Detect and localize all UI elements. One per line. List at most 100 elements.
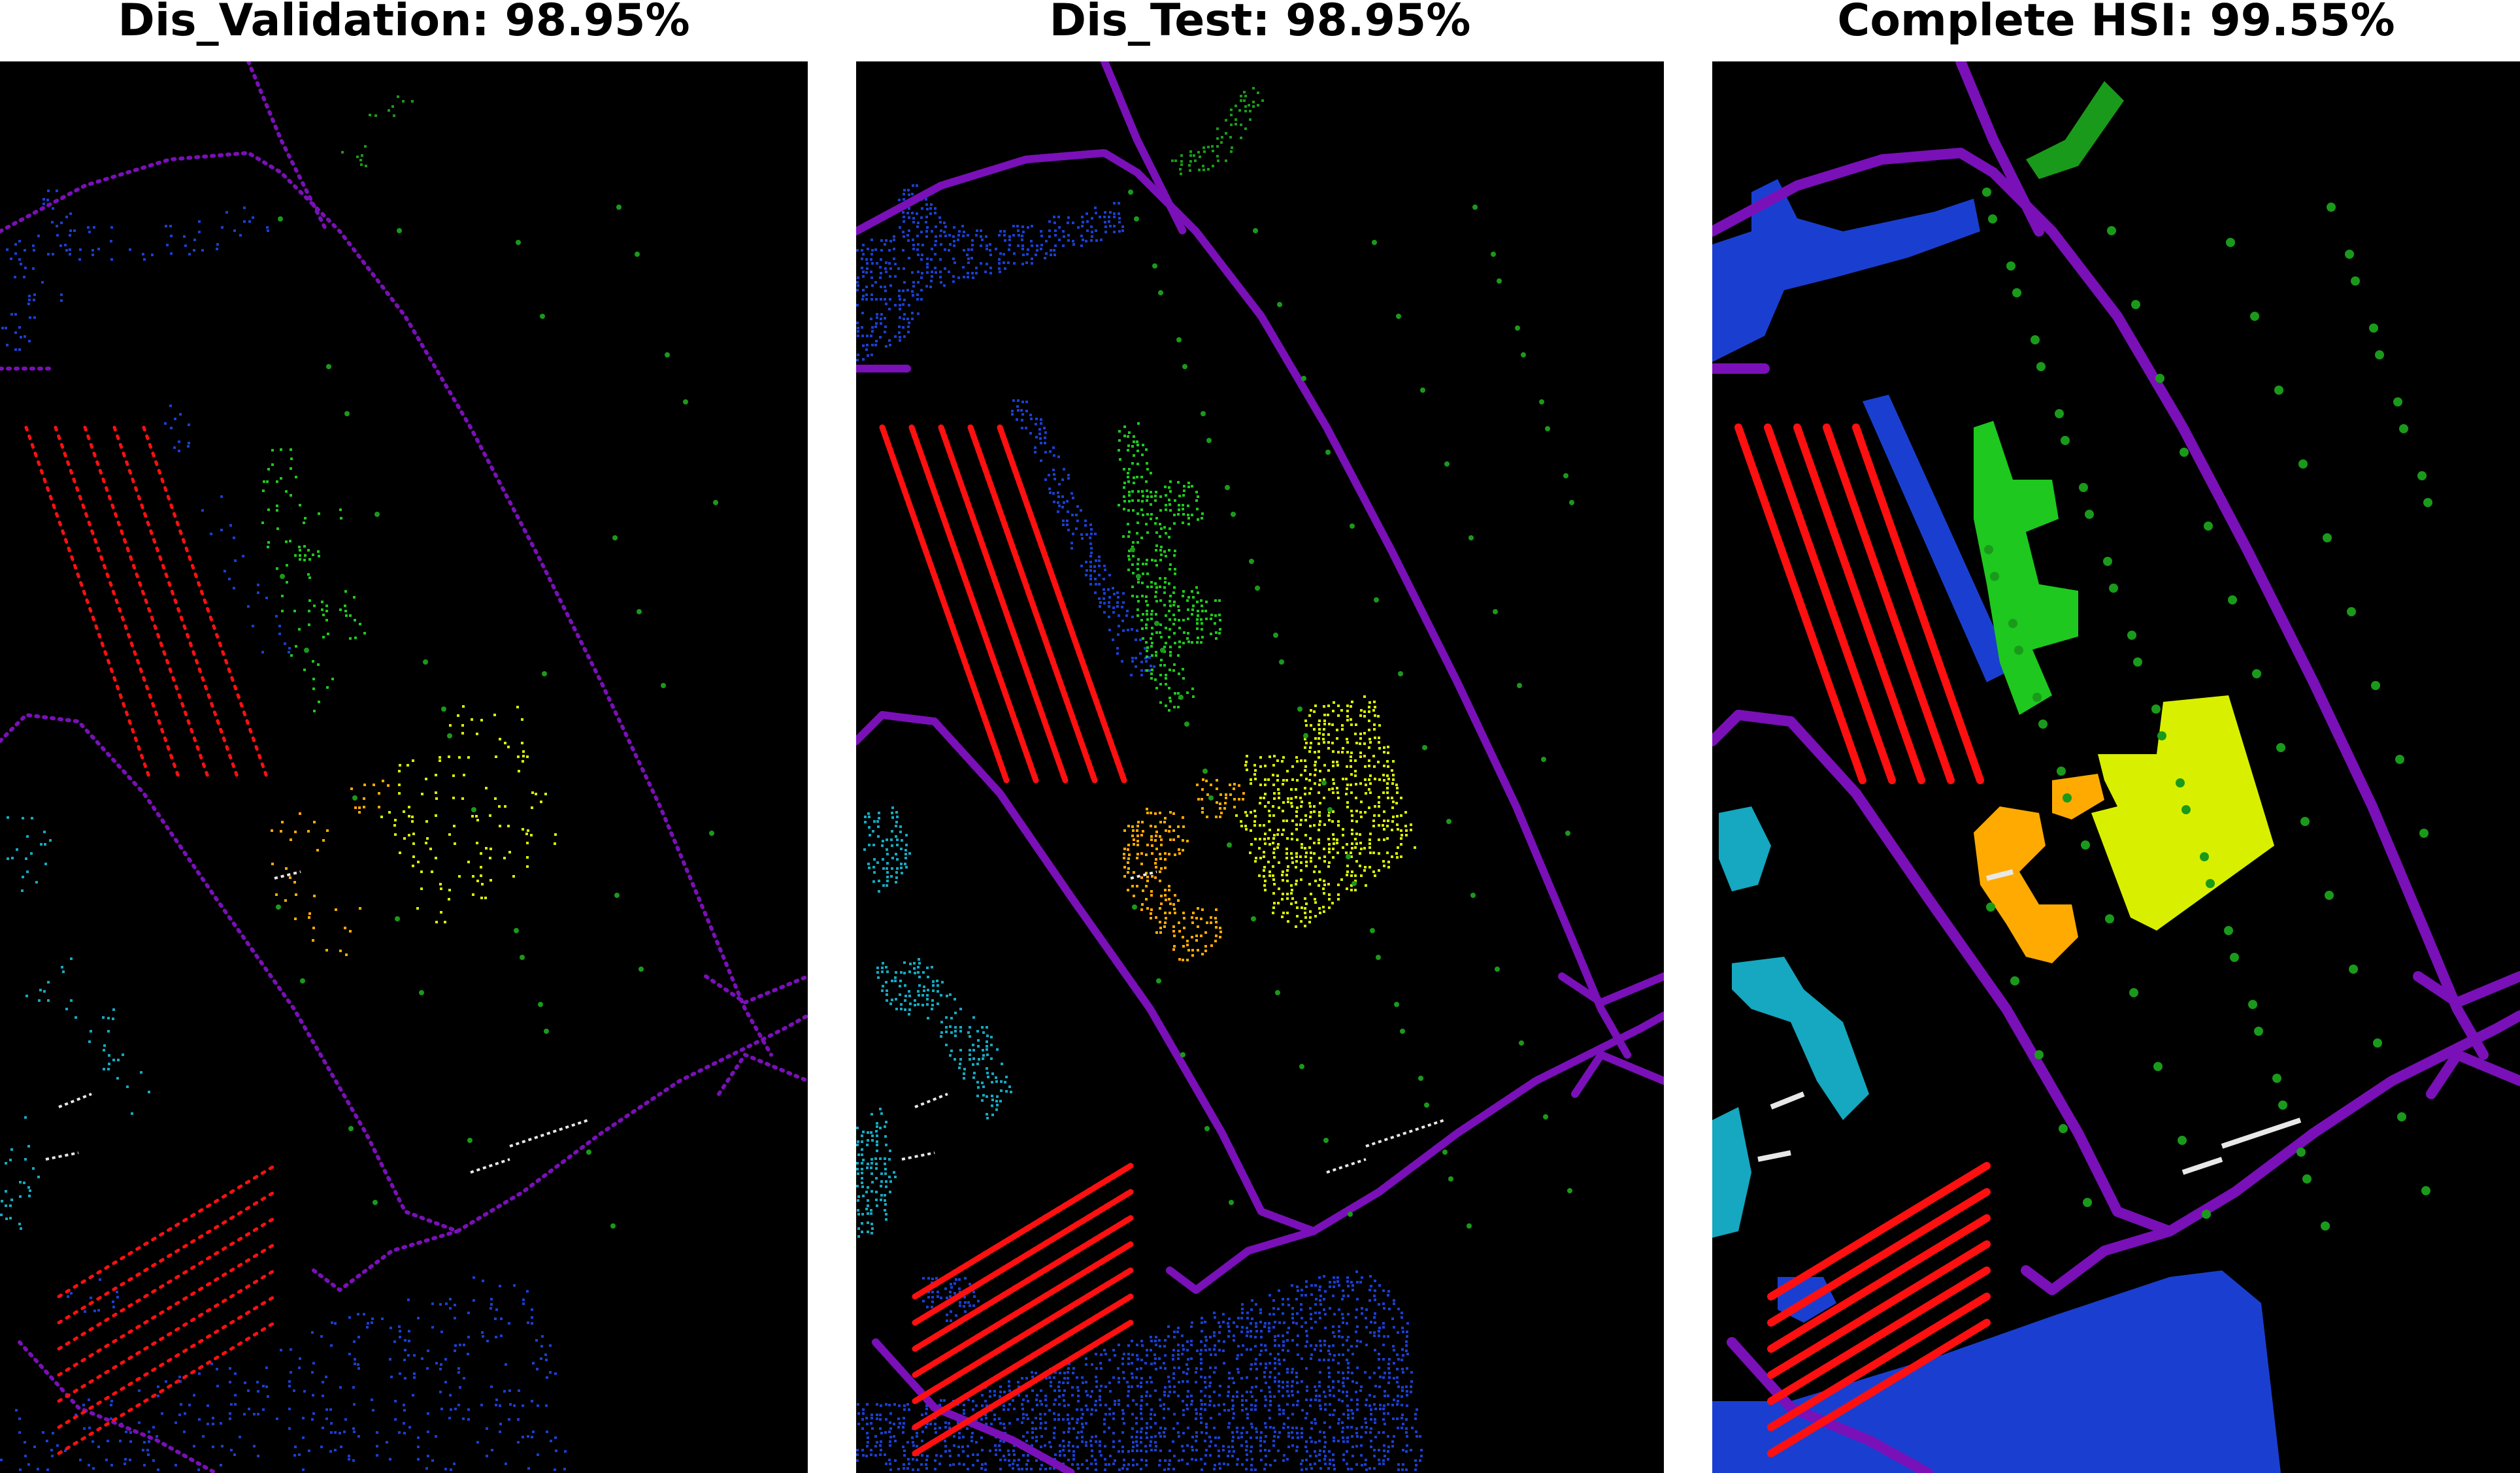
pixel (1282, 1409, 1285, 1412)
tree-patch (1229, 1200, 1234, 1205)
pixel (937, 1295, 939, 1298)
pixel (871, 344, 874, 346)
pixel (1401, 1468, 1404, 1471)
pixel (1323, 1344, 1326, 1346)
pixel (1342, 1440, 1345, 1443)
pixel (1310, 1293, 1313, 1296)
pixel (1151, 654, 1153, 657)
pixel (1235, 814, 1238, 817)
pixel (1062, 520, 1065, 522)
pixel (1013, 262, 1016, 265)
pixel (1355, 1427, 1358, 1430)
pixel (899, 1422, 901, 1425)
pixel (1003, 261, 1005, 264)
pixel (1314, 915, 1317, 918)
pixel (1117, 596, 1119, 599)
pixel (1182, 849, 1184, 852)
pixel (1169, 509, 1172, 512)
pixel (1053, 222, 1056, 224)
tree-patch (1567, 1188, 1572, 1193)
pixel (925, 1467, 928, 1470)
pixel (1235, 105, 1237, 107)
pixel (927, 1296, 930, 1299)
pixel (1268, 1330, 1270, 1332)
pixel (1365, 792, 1367, 795)
pixel (1094, 1459, 1097, 1461)
pixel (1291, 765, 1294, 768)
pixel (1351, 1412, 1354, 1415)
pixel (1323, 764, 1326, 767)
pixel (907, 325, 910, 328)
pixel (1116, 591, 1119, 594)
pixel (986, 248, 988, 250)
pixel (116, 1077, 119, 1080)
pixel (1132, 1459, 1135, 1461)
pixel (146, 1449, 149, 1451)
pixel (1127, 1353, 1130, 1355)
pixel (554, 1372, 557, 1375)
pixel (1172, 604, 1175, 606)
pixel (999, 1449, 1001, 1451)
pixel (313, 604, 316, 607)
parking-stripe (24, 425, 152, 782)
pixel (1016, 418, 1018, 421)
pixel (1323, 892, 1325, 895)
cyan-building-region-c (0, 1116, 40, 1230)
pixel (886, 970, 889, 973)
pixel (1003, 1455, 1005, 1457)
pixel (1150, 1436, 1153, 1438)
pixel (1036, 1404, 1038, 1406)
pixel (1415, 1464, 1418, 1466)
pixel (963, 1296, 966, 1299)
pixel (922, 1277, 925, 1280)
pixel (1304, 847, 1306, 850)
pixel (1187, 523, 1190, 525)
pixel (1177, 706, 1180, 708)
pixel (1188, 164, 1191, 167)
pixel (1301, 843, 1303, 846)
pixel (1391, 1440, 1394, 1443)
pixel (876, 1441, 878, 1444)
pixel (876, 313, 878, 316)
pixel (312, 554, 314, 556)
pixel (1072, 1427, 1075, 1430)
pixel (1227, 1385, 1230, 1388)
pixel (1301, 906, 1303, 909)
pixel (1146, 559, 1148, 561)
pixel (60, 293, 63, 296)
pixel (1121, 660, 1123, 663)
pixel (902, 231, 904, 233)
pixel (1118, 1377, 1120, 1380)
pixel (1201, 622, 1203, 625)
pixel (1103, 592, 1106, 595)
pixel (1404, 825, 1407, 827)
pixel (394, 819, 397, 821)
pixel (1108, 1413, 1111, 1415)
pixel (925, 1404, 928, 1407)
tree-patch (2057, 767, 2066, 776)
pixel (1265, 1463, 1267, 1466)
pixel (1228, 1330, 1231, 1332)
pixel (866, 1445, 869, 1448)
pixel (1163, 550, 1166, 553)
pixel (1168, 885, 1170, 887)
pixel (918, 976, 921, 978)
pixel (1155, 687, 1158, 689)
pixel (1356, 1298, 1359, 1300)
pixel (1108, 596, 1111, 599)
pixel (364, 145, 367, 148)
pixel (1230, 124, 1233, 126)
pixel (1163, 1345, 1166, 1348)
pixel (1113, 225, 1116, 227)
pixel (878, 890, 880, 893)
pixel (908, 216, 910, 219)
pixel (1159, 1427, 1162, 1429)
pixel (1272, 1307, 1275, 1310)
pixel (1008, 1459, 1010, 1462)
pixel (1136, 853, 1139, 855)
pixel (427, 1431, 429, 1433)
pixel (56, 225, 58, 227)
pixel (1095, 239, 1098, 242)
pixel (985, 235, 987, 238)
pixel (239, 234, 242, 237)
